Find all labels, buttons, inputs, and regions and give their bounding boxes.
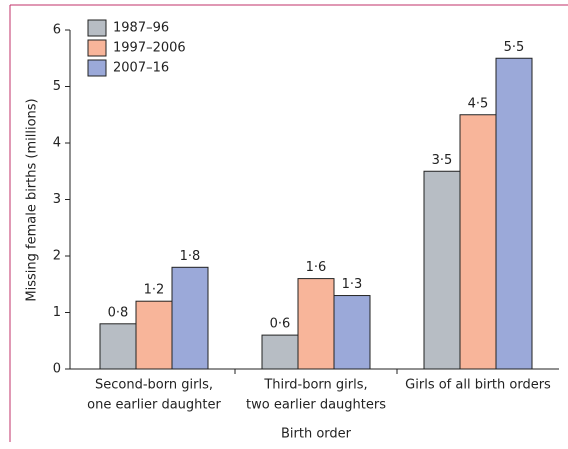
value-label: 0·6: [270, 317, 291, 332]
x-axis-label: Birth order: [281, 427, 352, 442]
bar: [99, 323, 137, 370]
legend-label: 1987–96: [113, 21, 169, 36]
x-tick-label: Third-born girls,: [263, 378, 367, 393]
bar: [297, 278, 335, 370]
value-label: 1·8: [180, 249, 201, 264]
bar: [135, 300, 173, 370]
legend-swatch: [87, 19, 107, 37]
y-tick-label: 0: [53, 362, 61, 377]
bar: [333, 295, 371, 370]
bar: [171, 266, 209, 370]
bar: [495, 57, 533, 370]
legend-swatch: [87, 59, 107, 77]
x-tick-label: one earlier daughter: [87, 398, 221, 413]
x-tick-label: Girls of all birth orders: [405, 378, 551, 393]
bar: [423, 170, 461, 370]
value-label: 4·5: [468, 96, 489, 111]
legend-label: 2007–16: [113, 61, 169, 76]
value-label: 5·5: [504, 40, 525, 55]
y-tick-label: 6: [53, 23, 61, 38]
y-tick-label: 1: [53, 305, 61, 320]
x-tick-label: Second-born girls,: [95, 378, 213, 393]
value-label: 1·2: [144, 283, 165, 298]
legend-label: 1997–2006: [113, 41, 186, 56]
value-label: 1·3: [342, 277, 363, 292]
value-label: 1·6: [306, 260, 327, 275]
legend-swatch: [87, 39, 107, 57]
bar: [459, 114, 497, 370]
bar: [261, 334, 299, 370]
y-tick-label: 4: [53, 136, 61, 151]
x-tick-label: two earlier daughters: [246, 398, 386, 413]
y-axis-label: Missing female births (millions): [25, 98, 40, 301]
y-tick-label: 2: [53, 249, 61, 264]
value-label: 3·5: [432, 153, 453, 168]
value-label: 0·8: [108, 305, 129, 320]
y-tick-label: 5: [53, 79, 61, 94]
y-tick-label: 3: [53, 192, 61, 207]
